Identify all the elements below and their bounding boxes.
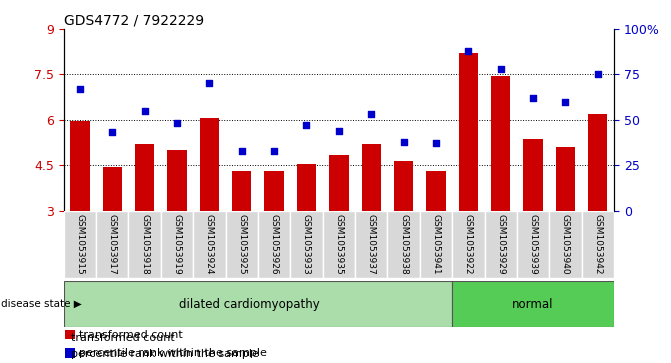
- Bar: [491, 76, 511, 211]
- Point: [74, 86, 85, 92]
- Text: GSM1053933: GSM1053933: [302, 214, 311, 275]
- Bar: [258, 211, 291, 278]
- Point: [236, 148, 247, 154]
- Bar: [329, 155, 348, 211]
- Text: GSM1053919: GSM1053919: [172, 214, 182, 275]
- Point: [592, 72, 603, 77]
- Point: [107, 130, 117, 135]
- Bar: [167, 150, 187, 211]
- Point: [301, 122, 312, 128]
- Bar: [517, 211, 550, 278]
- Text: transformed count: transformed count: [79, 330, 183, 340]
- Point: [333, 128, 344, 134]
- Text: GSM1053942: GSM1053942: [593, 214, 603, 274]
- Bar: [582, 211, 614, 278]
- Bar: [161, 211, 193, 278]
- Bar: [291, 211, 323, 278]
- Text: normal: normal: [512, 298, 554, 310]
- Point: [366, 111, 376, 117]
- Bar: [458, 53, 478, 211]
- Point: [140, 108, 150, 114]
- Bar: [452, 281, 614, 327]
- Text: GSM1053941: GSM1053941: [431, 214, 440, 274]
- Bar: [387, 211, 420, 278]
- Bar: [420, 211, 452, 278]
- Bar: [65, 330, 74, 339]
- Bar: [65, 348, 74, 358]
- Bar: [588, 114, 607, 211]
- Bar: [128, 211, 161, 278]
- Text: GDS4772 / 7922229: GDS4772 / 7922229: [64, 14, 204, 28]
- Bar: [297, 164, 316, 211]
- Bar: [452, 211, 484, 278]
- Point: [269, 148, 280, 154]
- Point: [398, 139, 409, 144]
- Bar: [484, 211, 517, 278]
- Bar: [394, 160, 413, 211]
- Bar: [135, 144, 154, 211]
- Text: percentile rank within the sample: percentile rank within the sample: [79, 348, 267, 358]
- Text: GSM1053922: GSM1053922: [464, 214, 473, 274]
- Bar: [225, 211, 258, 278]
- Text: GSM1053940: GSM1053940: [561, 214, 570, 274]
- Bar: [556, 147, 575, 211]
- Bar: [103, 167, 122, 211]
- Text: GSM1053926: GSM1053926: [270, 214, 278, 274]
- Text: GSM1053924: GSM1053924: [205, 214, 214, 274]
- Text: dilated cardiomyopathy: dilated cardiomyopathy: [179, 298, 320, 310]
- Bar: [96, 211, 128, 278]
- Point: [527, 95, 538, 101]
- Text: GSM1053925: GSM1053925: [238, 214, 246, 274]
- Point: [495, 66, 506, 72]
- Bar: [426, 171, 446, 211]
- Point: [560, 99, 571, 105]
- Text: GSM1053939: GSM1053939: [529, 214, 537, 275]
- Bar: [232, 171, 252, 211]
- Text: disease state ▶: disease state ▶: [1, 299, 82, 309]
- Text: GSM1053929: GSM1053929: [496, 214, 505, 274]
- Text: GSM1053917: GSM1053917: [108, 214, 117, 275]
- Bar: [264, 171, 284, 211]
- Bar: [323, 211, 355, 278]
- Bar: [362, 144, 381, 211]
- Point: [463, 48, 474, 54]
- Bar: [550, 211, 582, 278]
- Bar: [64, 211, 96, 278]
- Point: [204, 81, 215, 86]
- Bar: [193, 211, 225, 278]
- Bar: [200, 118, 219, 211]
- Text: GSM1053918: GSM1053918: [140, 214, 149, 275]
- Text: GSM1053938: GSM1053938: [399, 214, 408, 275]
- Text: GSM1053937: GSM1053937: [367, 214, 376, 275]
- Bar: [523, 139, 543, 211]
- Point: [172, 121, 183, 126]
- Bar: [64, 281, 452, 327]
- Text: transformed count: transformed count: [64, 333, 174, 343]
- Text: GSM1053915: GSM1053915: [75, 214, 85, 275]
- Text: percentile rank within the sample: percentile rank within the sample: [64, 349, 258, 359]
- Text: GSM1053935: GSM1053935: [334, 214, 344, 275]
- Bar: [70, 121, 90, 211]
- Point: [431, 140, 442, 146]
- Bar: [355, 211, 387, 278]
